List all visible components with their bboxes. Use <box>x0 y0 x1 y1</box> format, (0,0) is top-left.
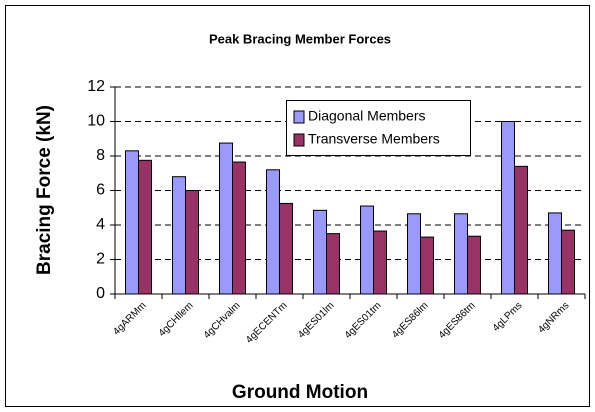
bar <box>360 205 374 295</box>
bar <box>548 212 562 295</box>
bar <box>407 213 421 295</box>
y-tick-label: 4 <box>96 216 105 233</box>
bar <box>326 233 340 295</box>
bar <box>514 165 528 295</box>
legend-label: Diagonal Members <box>308 108 426 124</box>
bar <box>561 229 575 295</box>
y-tick-label: 2 <box>96 251 105 268</box>
bar <box>313 209 327 295</box>
bar <box>467 235 481 295</box>
y-tick-label: 10 <box>87 113 105 130</box>
bar <box>279 202 293 295</box>
bar <box>454 213 468 295</box>
bar <box>125 150 139 295</box>
y-tick-label: 8 <box>96 147 105 164</box>
legend-box <box>286 100 471 156</box>
y-tick-label: 12 <box>87 78 105 95</box>
y-axis-label: Bracing Force (kN) <box>34 105 55 275</box>
y-tick-label: 0 <box>96 285 105 302</box>
bar <box>172 176 186 295</box>
bar <box>185 190 199 295</box>
legend-swatch <box>293 110 305 124</box>
y-tick-label: 6 <box>96 182 105 199</box>
chart-border <box>5 5 590 407</box>
bar <box>501 121 515 295</box>
bar <box>266 169 280 295</box>
bar <box>232 161 246 295</box>
bar <box>373 230 387 295</box>
legend-label: Transverse Members <box>308 131 440 147</box>
bar <box>138 159 152 295</box>
legend-swatch <box>293 133 305 147</box>
bar <box>420 236 434 295</box>
chart-title: Peak Bracing Member Forces <box>209 31 391 46</box>
x-axis-label: Ground Motion <box>232 382 368 403</box>
bar <box>219 142 233 295</box>
